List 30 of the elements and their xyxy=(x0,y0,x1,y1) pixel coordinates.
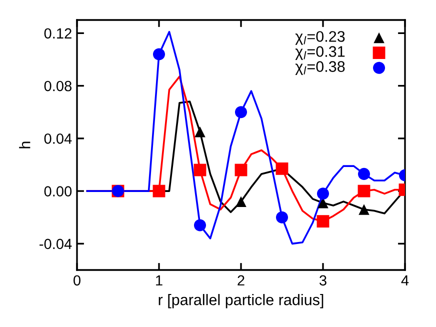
point xyxy=(316,188,330,200)
legend-label: χ$_{l}$=0.38 xyxy=(295,61,345,75)
y-tick-label: 0.12 xyxy=(44,28,72,39)
point xyxy=(194,126,206,138)
point xyxy=(276,162,288,175)
point xyxy=(276,211,288,224)
point xyxy=(152,48,166,60)
point xyxy=(358,204,370,215)
point xyxy=(358,184,370,198)
point xyxy=(234,106,248,118)
point xyxy=(152,184,166,198)
point xyxy=(358,168,370,180)
x-tick-label: 1 xyxy=(156,275,162,286)
legend-label: χ$_{l}$=0.23 xyxy=(295,31,345,45)
y-tick-label: 0.08 xyxy=(44,80,72,92)
x-tick-label: 0 xyxy=(74,275,80,286)
x-tick-label: 2 xyxy=(238,275,244,286)
point xyxy=(236,196,246,207)
y-tick-label: -0.04 xyxy=(40,238,72,250)
point xyxy=(194,219,206,232)
x-tick-label: 4 xyxy=(401,275,409,286)
y-tick-label: 0.00 xyxy=(44,186,72,196)
legend-label: χ$_{l}$=0.31 xyxy=(295,46,345,60)
x-axis-title: r [parallel particle radius] xyxy=(158,294,324,308)
x-tick-label: 3 xyxy=(320,275,326,286)
y-axis-title: h xyxy=(19,142,30,148)
point xyxy=(316,215,330,228)
y-tick-label: 0.04 xyxy=(44,134,72,144)
point xyxy=(194,164,206,176)
point xyxy=(234,164,248,176)
